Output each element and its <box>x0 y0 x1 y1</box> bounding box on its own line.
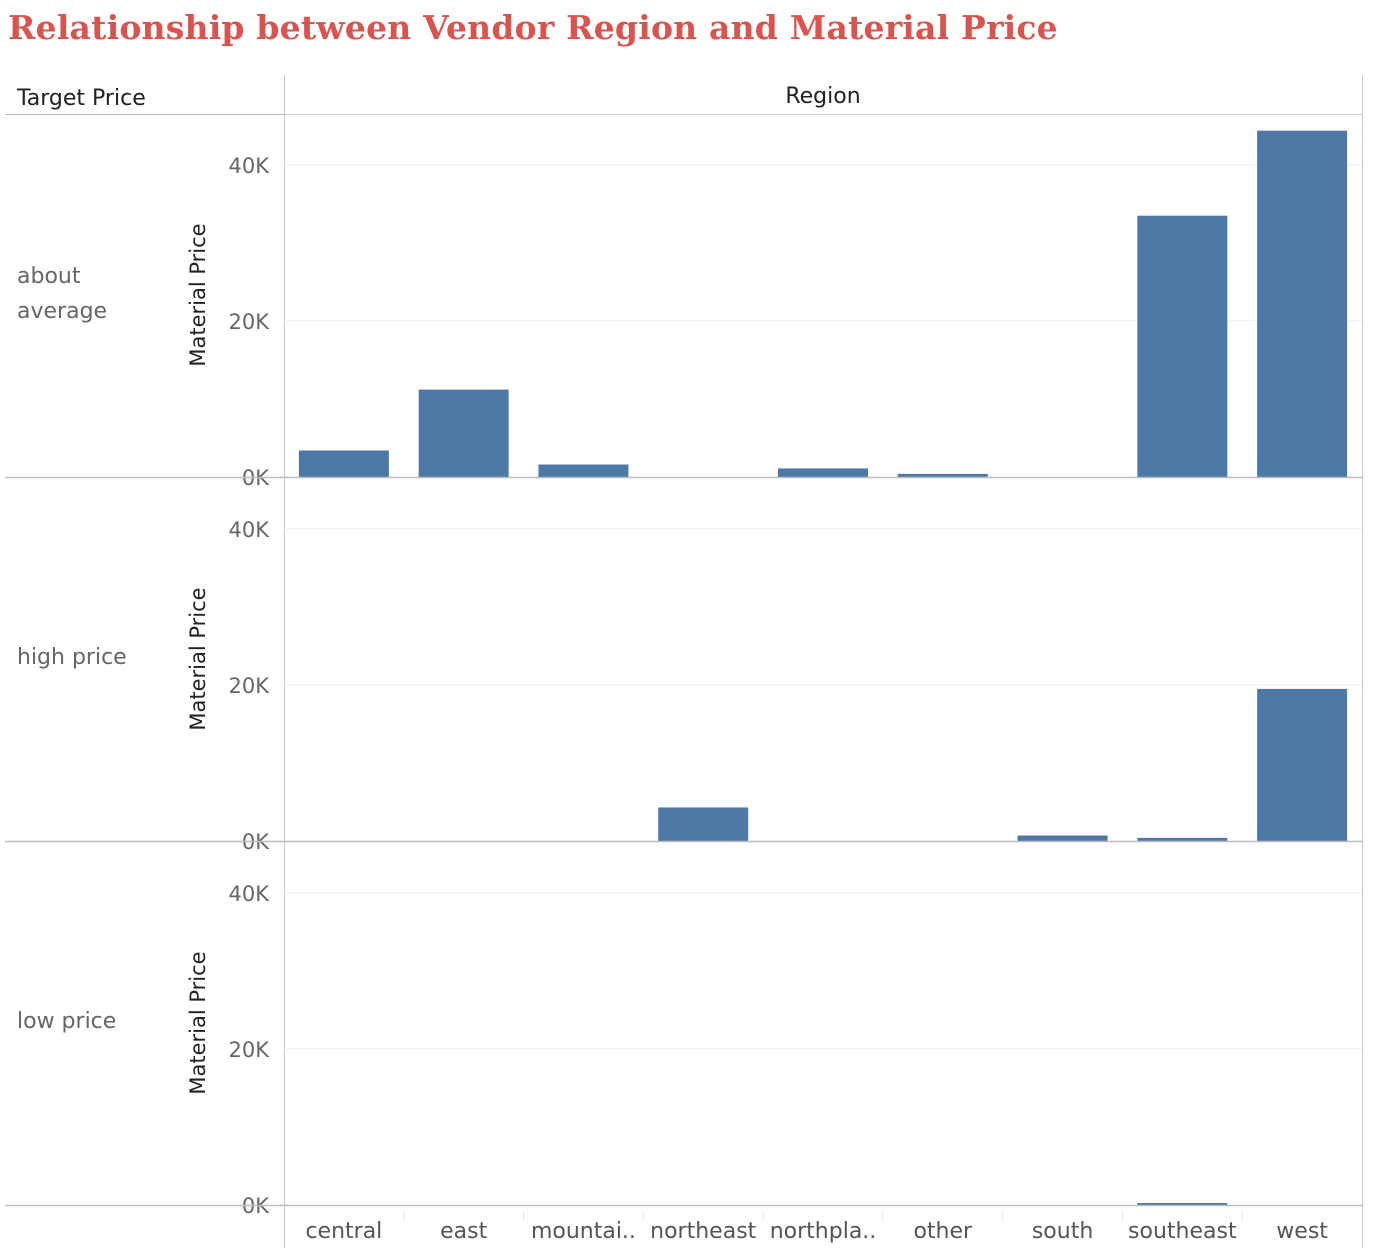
x-tick-label: northpla.. <box>770 1219 877 1244</box>
bar-about-average-7 <box>1137 215 1228 477</box>
row-label: low price <box>17 1009 116 1034</box>
bar-high-price-7 <box>1137 837 1228 841</box>
bar-about-average-4 <box>778 468 868 477</box>
x-tick-label: east <box>440 1219 487 1244</box>
x-tick-label: other <box>913 1219 973 1244</box>
y-axis-title: Material Price <box>186 223 210 366</box>
row-header: Target Price <box>16 86 146 111</box>
x-tick-label: southeast <box>1128 1219 1237 1244</box>
bar-about-average-1 <box>418 389 509 477</box>
x-tick-label: mountai.. <box>531 1219 636 1244</box>
bar-high-price-3 <box>658 807 749 841</box>
chart-title: Relationship between Vendor Region and M… <box>8 8 1058 47</box>
row-label: about <box>17 264 81 289</box>
y-axis-title: Material Price <box>186 951 210 1094</box>
bar-high-price-8 <box>1257 688 1348 841</box>
y-tick-label: 40K <box>229 882 271 906</box>
y-tick-label: 20K <box>229 674 271 698</box>
bar-about-average-8 <box>1257 130 1348 477</box>
bar-high-price-6 <box>1017 835 1108 841</box>
x-axis-categories: central east mountai.. northeast northpla.. o… <box>305 1210 1328 1244</box>
bar-about-average-5 <box>897 473 988 477</box>
bar-about-average-0 <box>298 450 389 477</box>
x-tick-label: central <box>305 1219 382 1244</box>
y-tick-label: 40K <box>229 154 271 178</box>
x-tick-label: west <box>1276 1219 1328 1244</box>
x-tick-label: south <box>1032 1219 1093 1244</box>
y-axis-title: Material Price <box>186 587 210 730</box>
row-label: average <box>17 299 107 324</box>
y-tick-label: 20K <box>229 310 271 334</box>
y-tick-label: 40K <box>229 518 271 542</box>
y-tick-label: 20K <box>229 1038 271 1062</box>
chart-frame <box>5 75 1363 1248</box>
column-header: Region <box>785 84 860 109</box>
bar-about-average-2 <box>538 464 629 477</box>
bar-low-price-7 <box>1137 1203 1228 1205</box>
x-tick-label: northeast <box>650 1219 756 1244</box>
row-label: high price <box>17 645 127 670</box>
